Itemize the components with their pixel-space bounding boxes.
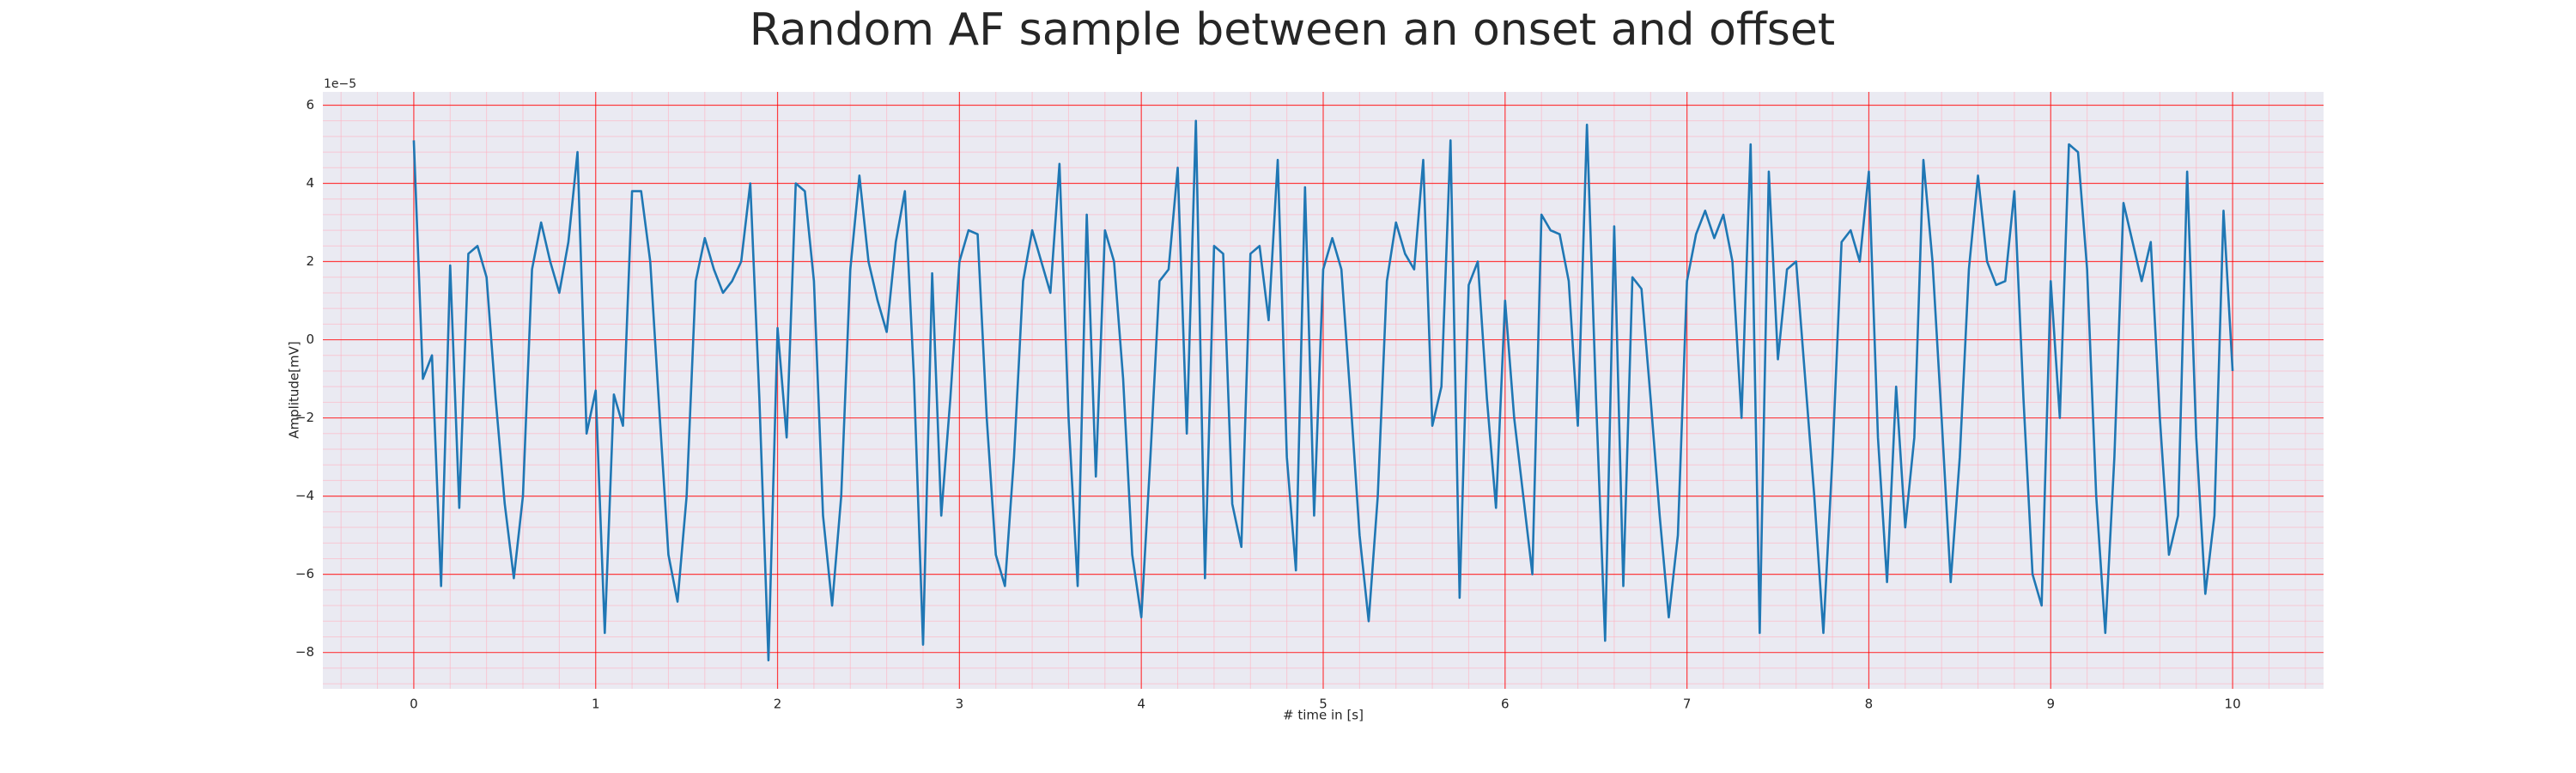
y-tick-label: 2 <box>306 253 314 269</box>
x-tick-label: 6 <box>1501 697 1510 712</box>
x-tick-label: 4 <box>1137 697 1145 712</box>
x-tick-label: 9 <box>2046 697 2055 712</box>
x-tick-label: 7 <box>1683 697 1692 712</box>
chart-title: Random AF sample between an onset and of… <box>750 4 1835 56</box>
y-tick-label: −8 <box>295 644 314 660</box>
y-tick-label: 4 <box>306 175 314 191</box>
signal-line <box>412 119 2234 662</box>
x-tick-label: 10 <box>2225 697 2241 712</box>
x-axis-label: # time in [s] <box>1283 708 1364 723</box>
y-tick-label: −6 <box>295 566 314 581</box>
y-tick-label: 0 <box>306 332 314 347</box>
y-tick-label: −4 <box>295 488 314 503</box>
y-tick-label: 6 <box>306 97 314 113</box>
x-tick-label: 1 <box>592 697 600 712</box>
x-tick-label: 0 <box>410 697 418 712</box>
x-tick-label: 2 <box>774 697 782 712</box>
x-tick-label: 3 <box>956 697 964 712</box>
x-tick-label: 8 <box>1865 697 1874 712</box>
y-offset-label: 1e−5 <box>324 77 356 91</box>
y-tick-label: −2 <box>295 410 314 425</box>
y-axis-label: Amplitude[mV] <box>287 341 302 438</box>
x-tick-label: 5 <box>1319 697 1327 712</box>
